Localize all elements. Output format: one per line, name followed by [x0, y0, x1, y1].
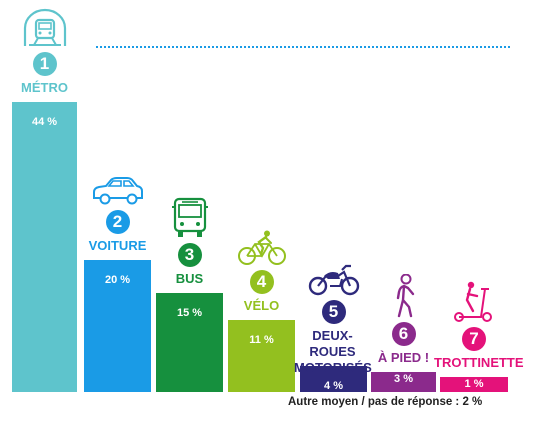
bar-3 [156, 293, 223, 392]
value-label-5: 4 % [324, 379, 343, 392]
bar-4 [228, 319, 295, 392]
pedestrian-icon [389, 273, 419, 323]
rank-badge-7: 7 [462, 327, 486, 351]
value-label-6: 3 % [394, 373, 413, 386]
motorcycle-icon [308, 262, 360, 301]
category-label-2: VOITURE [88, 238, 147, 254]
car-icon [91, 176, 145, 211]
rank-badge-4: 4 [249, 269, 274, 294]
bicycle-icon [237, 230, 287, 271]
rank-badge-1: 1 [32, 52, 57, 76]
footnote: Autre moyen / pas de réponse : 2 % [288, 396, 483, 408]
category-label-1: MÉTRO [21, 80, 68, 95]
category-label-3: BUS [175, 271, 204, 287]
bar-7 [440, 377, 508, 392]
rank-badge-3: 3 [177, 243, 202, 268]
bar-6 [371, 372, 436, 392]
category-label-6: À PIED ! [377, 350, 430, 366]
category-label-7: TROTTINETTE [434, 355, 524, 370]
metro-icon [21, 8, 69, 53]
value-label-7: 1 % [464, 378, 484, 390]
category-label-5: DEUX-ROUES MOTORISÉS [294, 327, 372, 375]
bus-icon [171, 197, 209, 244]
rank-badge-6: 6 [391, 322, 416, 347]
value-label-4: 11 % [249, 333, 274, 346]
value-label-1: 44 % [31, 116, 58, 128]
bar-2 [84, 260, 151, 392]
scooter-icon [453, 281, 495, 328]
rank-badge-5: 5 [321, 299, 346, 324]
dotted-guide-line [96, 46, 510, 48]
value-label-3: 15 % [176, 307, 203, 320]
rank-badge-2: 2 [105, 210, 130, 235]
value-label-2: 20 % [104, 274, 131, 287]
category-label-4: VÉLO [243, 297, 280, 313]
bar-5 [300, 365, 367, 392]
bar-1 [12, 102, 77, 392]
